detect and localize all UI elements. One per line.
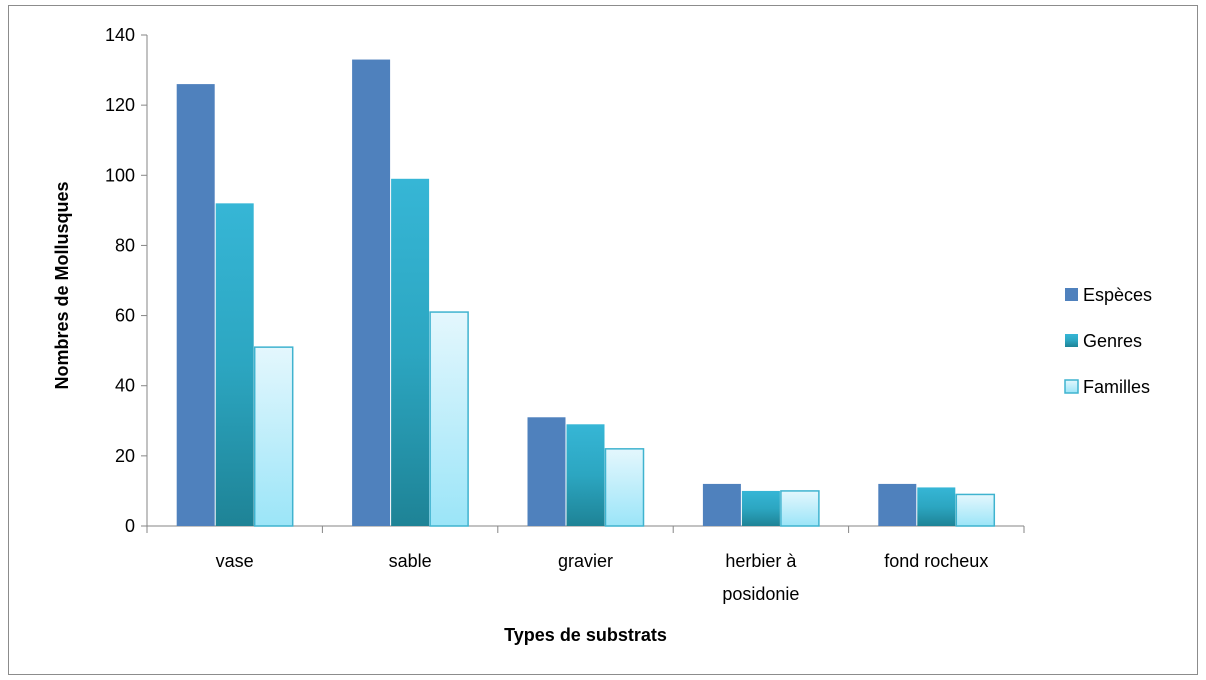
legend-label: Genres [1083, 331, 1142, 351]
y-tick-label: 80 [115, 235, 135, 255]
y-tick-label: 120 [105, 95, 135, 115]
bar-familles-0 [253, 346, 294, 527]
x-axis-title: Types de substrats [504, 625, 667, 645]
x-tick-label: sable [389, 551, 432, 571]
bar-espèces-1 [352, 59, 391, 527]
legend-swatch-genres [1065, 334, 1078, 347]
bar-genres-4 [917, 487, 956, 526]
legend-label: Espèces [1083, 285, 1152, 305]
bar-genres-2 [566, 424, 605, 526]
x-tick-label: gravier [558, 551, 613, 571]
bar-familles-3 [780, 490, 820, 527]
bar-espèces-4 [878, 483, 917, 526]
y-axis-title: Nombres de Mollusques [52, 181, 72, 389]
legend-swatch-espèces [1065, 288, 1078, 301]
bar-genres-0 [215, 203, 254, 527]
legend-label: Familles [1083, 377, 1150, 397]
bars [176, 59, 996, 527]
axis-labels: 0 20 40 60 80 100 120 140 vase sable gravier herbie… [52, 25, 988, 645]
y-tick-label: 60 [115, 306, 135, 326]
bar-familles-4 [955, 493, 996, 527]
y-tick-label: 140 [105, 25, 135, 45]
legend: Espèces Genres Familles [1064, 285, 1152, 397]
y-tick-label: 100 [105, 165, 135, 185]
x-tick-label: posidonie [722, 584, 799, 604]
bar-espèces-0 [176, 84, 215, 526]
bar-genres-1 [391, 178, 430, 527]
x-tick-label: herbier à [725, 551, 797, 571]
y-tick-label: 0 [125, 516, 135, 536]
bar-espèces-3 [702, 483, 741, 526]
legend-swatch-familles [1064, 379, 1079, 394]
y-tick-label: 20 [115, 446, 135, 466]
bar-genres-3 [741, 490, 780, 526]
y-tick-label: 40 [115, 376, 135, 396]
bar-familles-2 [604, 448, 645, 527]
bar-familles-1 [429, 311, 469, 527]
x-tick-label: fond rocheux [884, 551, 988, 571]
x-tick-label: vase [216, 551, 254, 571]
bar-espèces-2 [527, 417, 566, 526]
